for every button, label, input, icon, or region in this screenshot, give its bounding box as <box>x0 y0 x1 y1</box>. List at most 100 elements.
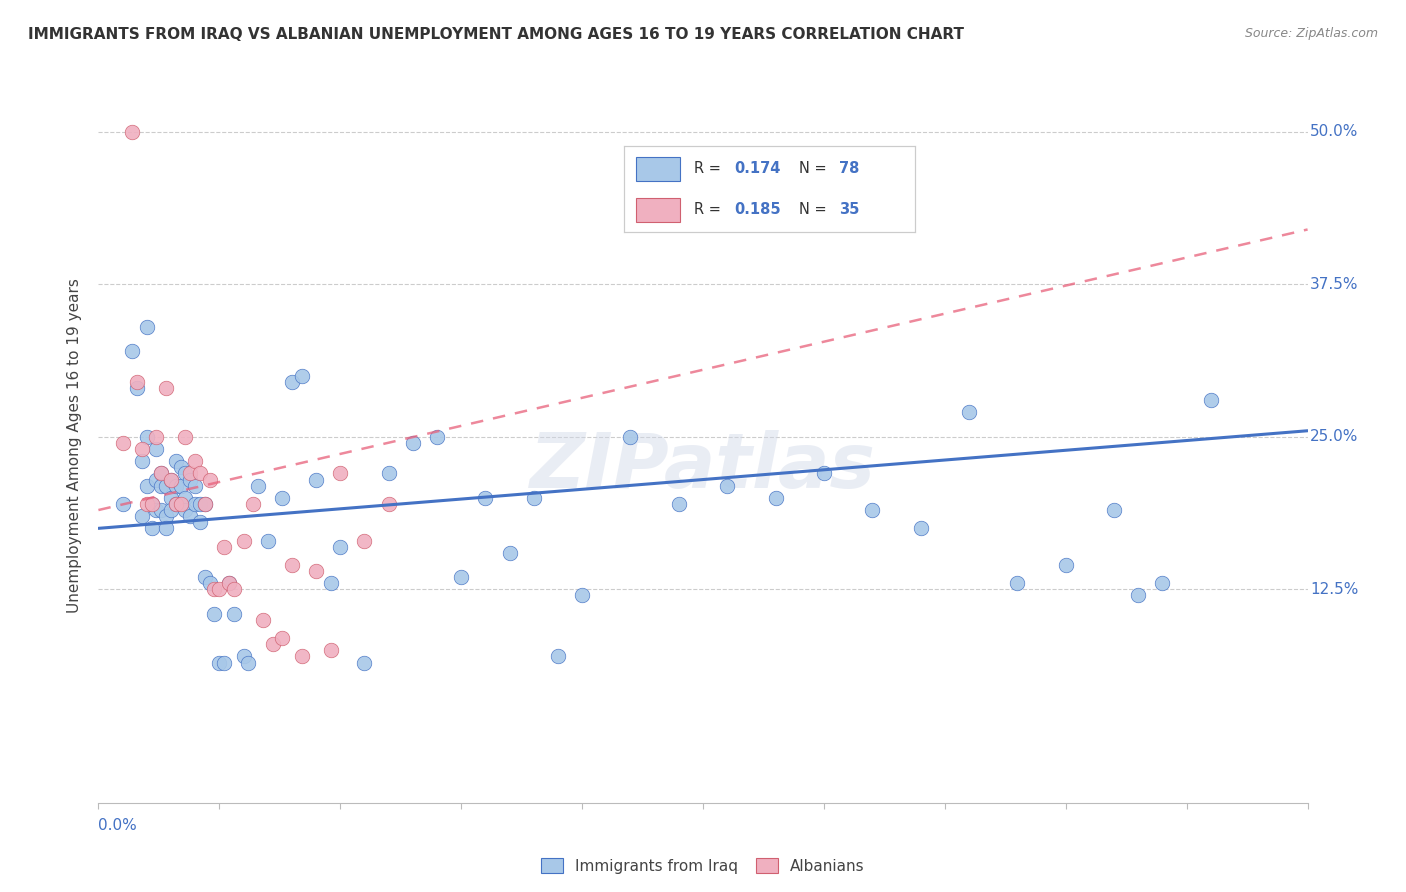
Text: 50.0%: 50.0% <box>1310 124 1358 139</box>
Point <box>377 497 399 511</box>
Point <box>165 478 187 492</box>
Point <box>1128 589 1150 603</box>
Point <box>155 509 177 524</box>
Point <box>188 515 211 529</box>
Point <box>222 582 245 597</box>
Point <box>174 491 197 505</box>
Point <box>150 467 173 481</box>
Point <box>150 503 173 517</box>
Point <box>127 375 149 389</box>
Text: 25.0%: 25.0% <box>1310 429 1358 444</box>
Point <box>174 503 197 517</box>
Point <box>150 478 173 492</box>
Point <box>135 320 157 334</box>
Point <box>252 613 274 627</box>
Point <box>141 497 163 511</box>
Point <box>426 430 449 444</box>
Point <box>1199 393 1222 408</box>
Point <box>135 478 157 492</box>
Point <box>523 491 546 505</box>
Point <box>247 478 270 492</box>
Point <box>1007 576 1029 591</box>
Point <box>155 478 177 492</box>
Point <box>212 656 235 670</box>
FancyBboxPatch shape <box>636 157 679 180</box>
Point <box>131 509 153 524</box>
FancyBboxPatch shape <box>636 198 679 221</box>
Point <box>150 467 173 481</box>
Point <box>184 478 207 492</box>
Point <box>860 503 883 517</box>
Point <box>498 546 520 560</box>
Point <box>160 503 183 517</box>
Point <box>145 503 167 517</box>
Point <box>204 607 226 621</box>
Point <box>813 467 835 481</box>
Point <box>256 533 278 548</box>
Point <box>169 478 191 492</box>
Point <box>155 381 177 395</box>
Point <box>319 576 342 591</box>
Point <box>222 607 245 621</box>
Point <box>305 473 328 487</box>
Text: ZIPatlas: ZIPatlas <box>530 431 876 504</box>
Point <box>165 454 187 468</box>
Point <box>121 125 143 139</box>
Point <box>179 509 201 524</box>
Text: N =: N = <box>799 161 831 176</box>
Point <box>184 454 207 468</box>
Point <box>353 656 375 670</box>
Text: Source: ZipAtlas.com: Source: ZipAtlas.com <box>1244 27 1378 40</box>
Point <box>208 656 231 670</box>
Point <box>160 473 183 487</box>
Text: 0.174: 0.174 <box>735 161 782 176</box>
Point <box>179 467 201 481</box>
Point <box>188 497 211 511</box>
Legend: Immigrants from Iraq, Albanians: Immigrants from Iraq, Albanians <box>541 858 865 873</box>
Point <box>160 473 183 487</box>
Point <box>1102 503 1125 517</box>
Point <box>329 467 352 481</box>
Point <box>194 497 217 511</box>
Point <box>329 540 352 554</box>
Point <box>141 521 163 535</box>
Point <box>910 521 932 535</box>
Point <box>198 473 221 487</box>
Text: R =: R = <box>695 202 725 217</box>
Point <box>165 497 187 511</box>
Point <box>281 375 304 389</box>
Text: 12.5%: 12.5% <box>1310 582 1358 597</box>
Point <box>271 631 294 645</box>
Point <box>262 637 284 651</box>
Point <box>145 442 167 456</box>
Point <box>141 497 163 511</box>
Point <box>402 436 425 450</box>
Text: 37.5%: 37.5% <box>1310 277 1358 292</box>
Point <box>957 405 980 419</box>
Point <box>571 589 593 603</box>
Point <box>121 344 143 359</box>
Point <box>218 576 240 591</box>
Text: R =: R = <box>695 161 725 176</box>
Point <box>281 558 304 572</box>
Point <box>212 540 235 554</box>
Point <box>232 649 254 664</box>
Point <box>131 442 153 456</box>
Text: N =: N = <box>799 202 831 217</box>
Point <box>619 430 641 444</box>
Point <box>668 497 690 511</box>
Point <box>474 491 496 505</box>
Point <box>160 491 183 505</box>
Point <box>450 570 472 584</box>
Point <box>377 467 399 481</box>
Point <box>290 649 312 664</box>
Point <box>169 460 191 475</box>
Point <box>204 582 226 597</box>
Point <box>179 473 201 487</box>
Point <box>305 564 328 578</box>
Point <box>184 497 207 511</box>
Text: IMMIGRANTS FROM IRAQ VS ALBANIAN UNEMPLOYMENT AMONG AGES 16 TO 19 YEARS CORRELAT: IMMIGRANTS FROM IRAQ VS ALBANIAN UNEMPLO… <box>28 27 965 42</box>
Point <box>169 497 191 511</box>
Point <box>319 643 342 657</box>
Point <box>547 649 569 664</box>
